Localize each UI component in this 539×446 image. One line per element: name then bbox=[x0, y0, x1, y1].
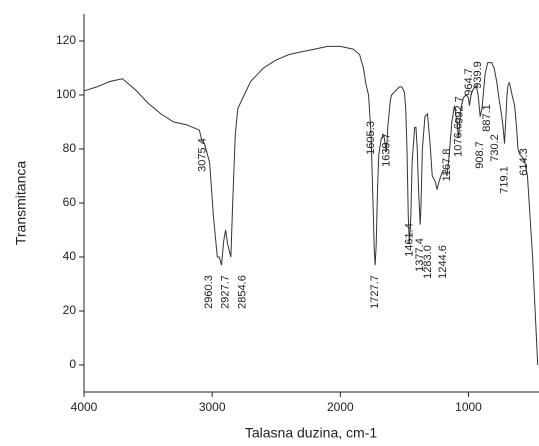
peak-label: 2927.7 bbox=[219, 275, 231, 309]
peak-label: 3075.4 bbox=[196, 138, 208, 172]
y-axis-title: Transmitanca bbox=[13, 161, 29, 246]
peak-label: 614.3 bbox=[518, 148, 530, 176]
peak-label: 719.1 bbox=[498, 166, 510, 194]
peak-label: 939.9 bbox=[472, 61, 484, 89]
y-tick-label: 120 bbox=[56, 33, 76, 47]
peak-label: 1461.4 bbox=[403, 223, 415, 257]
peak-label: 1076.6 bbox=[453, 123, 465, 157]
peak-label: 1377.4 bbox=[414, 238, 426, 272]
peak-label: 908.7 bbox=[474, 141, 486, 169]
peak-label: 730.2 bbox=[489, 134, 501, 162]
y-tick-label: 60 bbox=[63, 195, 77, 209]
peak-label: 1167.8 bbox=[441, 149, 453, 182]
peak-label: 1283.0 bbox=[422, 245, 434, 279]
x-tick-label: 3000 bbox=[199, 400, 226, 414]
peak-label: 1727.7 bbox=[369, 275, 381, 309]
x-tick-label: 1000 bbox=[455, 400, 482, 414]
y-tick-label: 20 bbox=[63, 303, 77, 317]
y-tick-label: 100 bbox=[56, 87, 76, 101]
y-tick-label: 40 bbox=[63, 249, 77, 263]
peak-label: 1605.3 bbox=[365, 121, 377, 155]
peak-label: 887.1 bbox=[481, 104, 493, 132]
y-tick-label: 0 bbox=[69, 357, 76, 371]
peak-label: 2854.6 bbox=[237, 275, 249, 309]
peak-label: 2960.3 bbox=[203, 275, 215, 309]
x-tick-label: 2000 bbox=[327, 400, 354, 414]
spectrum-line bbox=[83, 45, 539, 366]
x-axis-title: Talasna duzina, cm-1 bbox=[245, 425, 378, 441]
peak-label: 1244.6 bbox=[437, 245, 449, 279]
x-tick-label: 4000 bbox=[71, 400, 98, 414]
peak-label: 992.7 bbox=[453, 96, 465, 124]
peak-label: 964.7 bbox=[463, 68, 475, 96]
y-tick-label: 80 bbox=[63, 141, 77, 155]
peak-label: 1639.7 bbox=[380, 133, 392, 167]
